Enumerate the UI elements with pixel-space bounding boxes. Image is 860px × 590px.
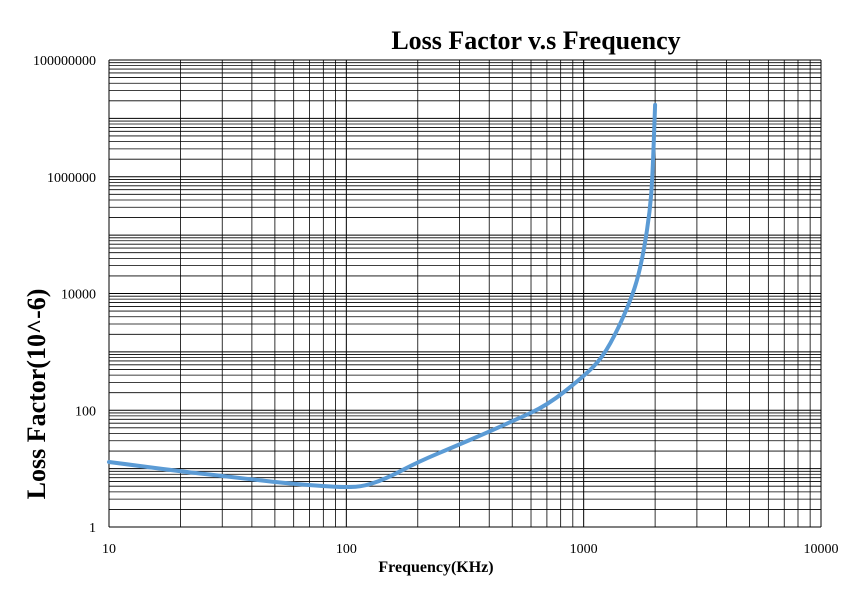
- grid-lines: [108, 59, 822, 528]
- tick-labels: 10 100 1000 10000 1 100 10000 1000000 100000000: [33, 54, 839, 557]
- y-tick-label: 10000: [61, 288, 96, 303]
- x-tick-label: 100: [336, 542, 357, 557]
- chart-title: Loss Factor v.s Frequency: [391, 26, 680, 55]
- x-tick-label: 10: [102, 542, 116, 557]
- y-tick-label: 100: [75, 404, 96, 419]
- y-axis-label: Loss Factor(10^-6): [22, 289, 51, 500]
- y-tick-label: 100000000: [33, 54, 96, 69]
- x-tick-label: 10000: [804, 542, 839, 557]
- y-tick-label: 1: [89, 521, 96, 536]
- x-axis-label: Frequency(KHz): [378, 559, 493, 576]
- x-tick-label: 1000: [570, 542, 598, 557]
- series-layer: [107, 102, 658, 489]
- loss-factor-series-line: [107, 102, 658, 489]
- y-tick-label: 1000000: [47, 171, 96, 186]
